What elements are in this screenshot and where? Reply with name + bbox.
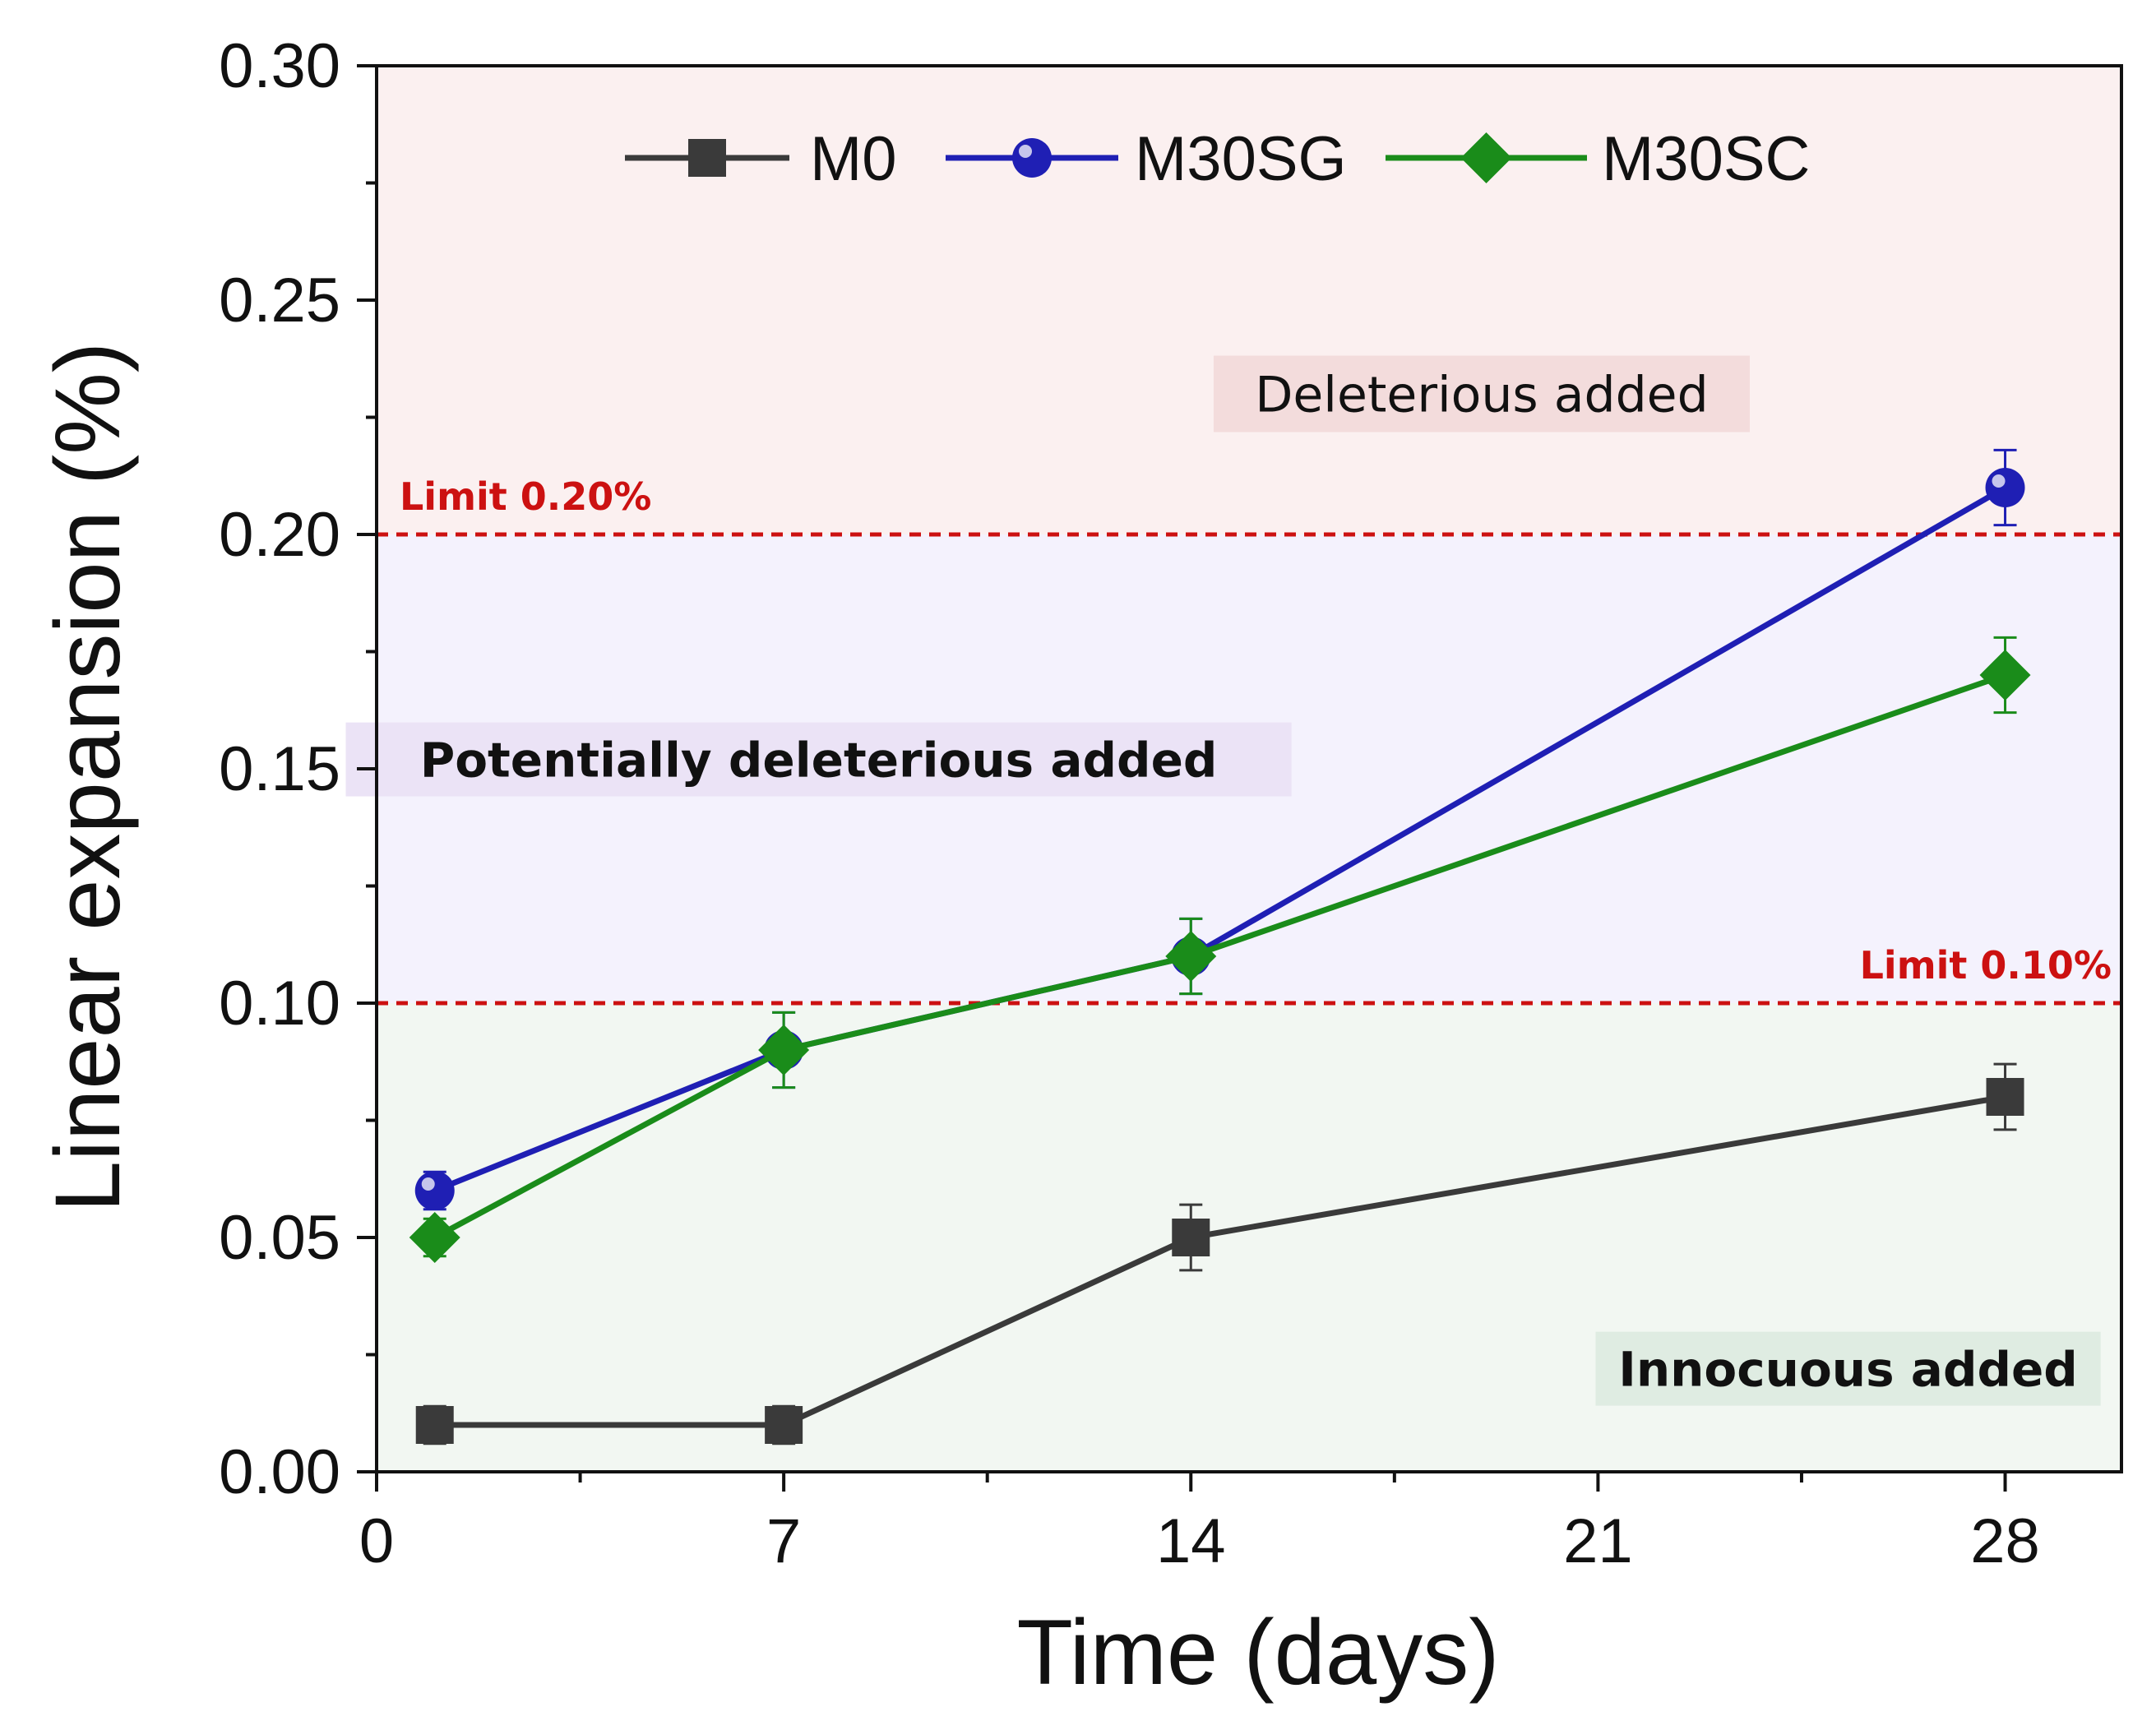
series-line-m0	[434, 1094, 2006, 1428]
series-m0	[415, 1062, 2024, 1446]
legend-item-m30sg: M30SG	[946, 124, 1347, 194]
y-tick-label: 0.10	[219, 969, 340, 1038]
legend-marker-m30sg	[1012, 138, 1052, 178]
limit-lines: Limit 0.20% Limit 0.10%	[377, 474, 2121, 1006]
data-point-m30sg-highlight	[421, 1177, 435, 1191]
legend-label-m0: M0	[810, 124, 897, 194]
data-point-m30sg	[1985, 468, 2025, 507]
limit-label-limit-0-10: Limit 0.10%	[1860, 943, 2112, 988]
y-tick-label: 0.00	[219, 1437, 340, 1507]
region-label-box	[345, 722, 1292, 797]
legend: M0 M30SG M30SC	[625, 124, 1810, 194]
region-label-deleterious-added: Deleterious added	[1255, 367, 1708, 424]
region-labels: Deleterious added Potentially deleterious…	[345, 355, 2101, 1406]
legend-item-m0: M0	[625, 124, 897, 194]
data-point-m30sc	[1165, 931, 1217, 982]
legend-marker-m30sg-highlight	[1019, 145, 1032, 158]
region-label-box	[1595, 1331, 2101, 1406]
y-tick-label: 0.05	[219, 1203, 340, 1273]
series-line-m30sc	[433, 672, 2006, 1241]
y-tick-label: 0.30	[219, 31, 340, 101]
data-point-m0	[765, 1406, 803, 1444]
x-tick-label: 28	[1970, 1506, 2040, 1576]
series-layer	[409, 448, 2031, 1446]
y-tick-label: 0.25	[219, 266, 340, 335]
x-axis-title: Time (days)	[1016, 1601, 1499, 1704]
legend-marker-m0	[688, 139, 726, 177]
data-point-m30sc	[1979, 650, 2031, 701]
region-label-potentially-deleterious-added: Potentially deleterious added	[420, 732, 1218, 788]
y-tick-label: 0.15	[219, 734, 340, 804]
data-point-m0	[415, 1406, 454, 1444]
data-point-m30sg	[414, 1171, 455, 1210]
series-m30sc	[409, 636, 2031, 1263]
limit-label-limit-0-20: Limit 0.20%	[400, 474, 651, 519]
y-tick-label: 0.20	[219, 500, 340, 570]
region-deleterious-added	[377, 66, 2121, 534]
y-axis-title: Linear expansion (%)	[36, 342, 139, 1212]
data-point-m0	[1172, 1219, 1210, 1256]
data-point-m0	[1986, 1078, 2024, 1116]
x-tick-label: 14	[1156, 1506, 1226, 1576]
x-tick-label: 7	[766, 1506, 801, 1576]
region-label-box	[1213, 355, 1750, 432]
data-point-m30sg-highlight	[1992, 474, 2006, 488]
legend-item-m30sc: M30SC	[1386, 124, 1810, 194]
axes: 0 7 14 21 28 0.00 0.05 0.10 0.15 0.20 0.25 0.30	[219, 31, 2123, 1576]
data-point-m30sc	[409, 1212, 460, 1263]
x-tick-label: 0	[359, 1506, 394, 1576]
region-label-innocuous-added: Innocuous added	[1618, 1341, 2078, 1397]
legend-marker-m30sc	[1460, 132, 1512, 183]
legend-label-m30sc: M30SC	[1602, 124, 1810, 194]
data-point-m30sc	[758, 1025, 810, 1075]
legend-label-m30sg: M30SG	[1135, 124, 1347, 194]
x-tick-label: 21	[1563, 1506, 1633, 1576]
